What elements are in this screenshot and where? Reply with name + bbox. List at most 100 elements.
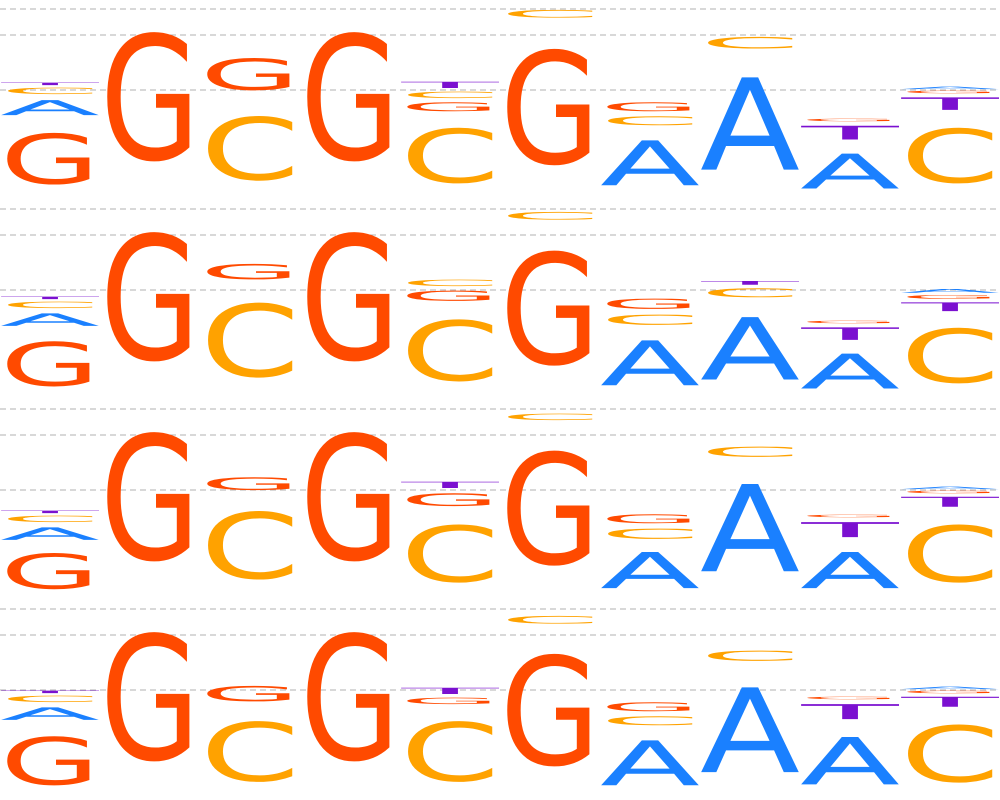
logo-letter: C [400,304,500,400]
logo-column-2: G [100,600,200,800]
logo-letter: G [500,21,600,200]
logo-letter: G [900,294,1000,300]
logo-letter: G [100,600,200,800]
logo-letter: G [800,118,900,122]
logo-letter: A [0,704,100,724]
logo-letter: G [300,600,400,800]
logo-letter: G [800,514,900,518]
logo-letter: G [200,50,300,100]
logo-column-4: G [300,0,400,200]
logo-column-6: GC [500,412,600,600]
logo-letter: G [500,423,600,600]
logo-column-6: GC [500,614,600,800]
logo-column-7: ACG [600,296,700,400]
logo-letter: G [400,696,500,706]
logo-column-7: ACG [600,700,700,800]
logo-letter: A [700,665,800,800]
logo-letter: T [800,518,900,542]
logo-letter: C [700,34,800,52]
logo-letter: C [900,314,1000,400]
logo-letter: G [200,682,300,706]
logo-column-8: AC [700,34,800,200]
logo-letter: C [700,286,800,300]
logo-column-9: ATG [800,514,900,600]
logo-column-8: AC [700,648,800,800]
logo-column-7: ACG [600,512,700,600]
logo-letter: T [0,296,99,300]
logo-letter: C [400,707,500,800]
logo-column-4: G [300,400,400,600]
logo-letter: G [900,490,1000,494]
logo-column-6: GC [500,210,600,400]
logo-letter: G [300,0,400,200]
logo-letter: A [900,288,1000,294]
logo-column-3: CG [200,50,300,200]
logo-letter: C [0,300,100,310]
logo-letter: T [800,324,900,344]
logo-letter: G [100,200,200,400]
logo-column-3: CG [200,682,300,800]
logo-letter: G [800,320,900,324]
logo-letter: G [0,330,100,400]
logo-letter: G [500,223,600,400]
logo-letter: T [900,94,1000,114]
logo-letter: C [200,707,300,800]
logo-letter: G [100,400,200,600]
logo-letter: C [500,210,600,222]
logo-letter: G [200,474,300,494]
logo-column-5: CGT [400,686,500,800]
logo-letter: C [200,285,300,400]
logo-column-9: ATG [800,118,900,200]
logo-letter: A [800,724,900,800]
logo-letter: G [0,725,100,800]
logo-letter: T [0,510,99,514]
logo-letter: G [300,200,400,400]
logo-letter: A [600,129,700,200]
logo-letter: A [800,542,900,600]
logo-letter: G [500,627,600,800]
logo-letter: G [300,400,400,600]
logo-letter: C [500,412,600,422]
logo-gridlines [0,608,1000,691]
logo-letter: C [900,511,1000,601]
logo-letter: C [400,90,500,100]
logo-letter: A [0,96,100,120]
logo-column-5: CGT [400,480,500,600]
logo-letter: A [900,86,1000,90]
logo-letter: A [600,329,700,400]
logo-column-4: G [300,200,400,400]
logo-column-2: G [100,200,200,400]
logo-letter: G [900,690,1000,694]
logo-letter: A [700,461,800,600]
logo-letter: G [100,0,200,200]
logo-letter: G [0,121,100,200]
logo-letter: C [0,514,100,524]
logo-letter: C [200,495,300,600]
logo-gridlines [0,408,1000,491]
logo-letter: C [600,526,700,542]
logo-letter: C [0,86,100,96]
logo-letter: T [900,300,1000,314]
logo-column-3: CG [200,260,300,400]
logo-letter: T [400,686,499,696]
logo-letter: C [0,694,100,704]
logo-letter: G [600,296,700,312]
logo-letter: C [700,444,800,460]
logo-column-5: CGC [400,278,500,400]
logo-letter: G [900,90,1000,94]
logo-letter: A [600,729,700,800]
logo-letter: C [500,8,600,20]
logo-letter: C [600,714,700,728]
logo-letter: G [400,288,500,304]
logo-column-9: ATG [800,320,900,400]
